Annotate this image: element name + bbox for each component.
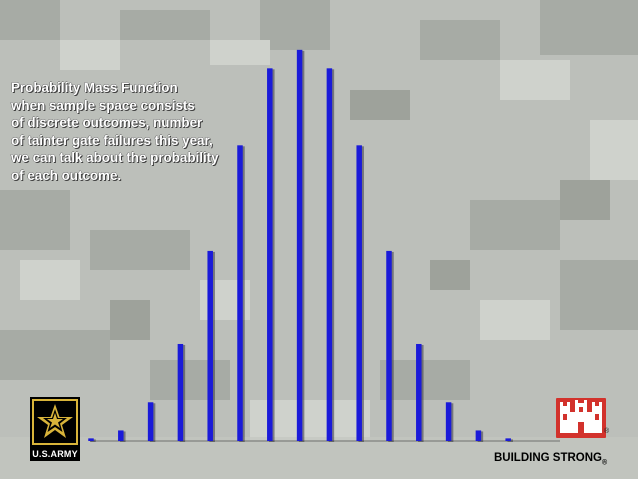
bar-series [88,49,513,443]
footer-brand: BUILDING STRONG [494,452,602,464]
caption-line: we can talk about the probability [11,150,219,166]
building-strong-footer: BUILDING STRONG® [494,452,607,466]
army-star-icon [30,397,80,447]
caption-line: Probability Mass Function [11,80,178,95]
bar [505,438,511,441]
caption-line: of tainter gate failures this year, [11,132,213,148]
caption-line: of discrete outcomes, number [11,115,203,131]
bar [416,343,422,441]
engineer-castle-icon [556,398,606,438]
bar [147,402,154,441]
bar [267,68,273,441]
army-label: U.S.ARMY [30,447,80,461]
bar [386,250,392,441]
caption-line: of each outcome. [11,167,122,183]
bar [118,430,124,441]
footer-reg: ® [601,459,608,467]
bar [326,68,333,441]
castle-registered-mark: ® [604,428,610,435]
us-army-logo: U.S.ARMY [30,397,80,461]
bar [475,430,482,441]
bar [296,49,303,442]
bar [177,343,184,441]
bar [88,438,94,441]
caption-line: when sample space consists [11,97,195,113]
bar [356,145,362,441]
bar [207,250,213,441]
pmf-caption: Probability Mass Function when sample sp… [11,79,281,185]
bar [237,145,243,441]
bar [445,402,452,441]
